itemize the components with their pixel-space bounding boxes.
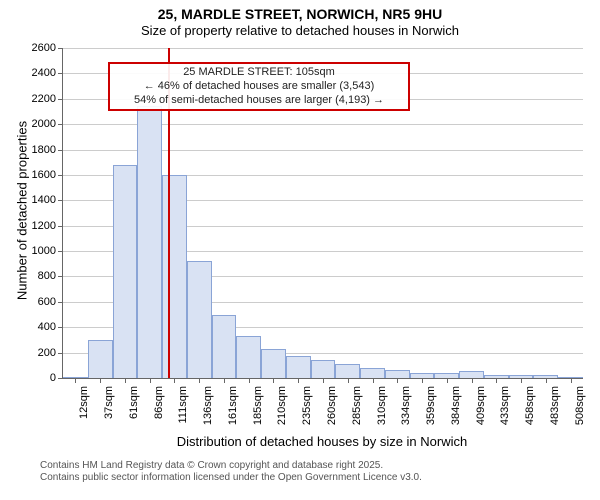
ytick-label: 800 bbox=[18, 270, 56, 282]
ytick-mark bbox=[58, 73, 63, 74]
xtick-label: 260sqm bbox=[326, 386, 338, 436]
xtick-mark bbox=[521, 378, 522, 383]
ytick-mark bbox=[58, 150, 63, 151]
ytick-mark bbox=[58, 353, 63, 354]
histogram-bar bbox=[286, 356, 311, 378]
xtick-mark bbox=[298, 378, 299, 383]
xtick-label: 235sqm bbox=[301, 386, 313, 436]
xtick-mark bbox=[100, 378, 101, 383]
y-axis-label: Number of detached properties bbox=[15, 101, 30, 321]
ytick-label: 1600 bbox=[18, 169, 56, 181]
ytick-mark bbox=[58, 327, 63, 328]
annotation-line: 54% of semi-detached houses are larger (… bbox=[114, 94, 404, 108]
ytick-mark bbox=[58, 276, 63, 277]
xtick-label: 310sqm bbox=[376, 386, 388, 436]
xtick-mark bbox=[546, 378, 547, 383]
xtick-label: 285sqm bbox=[351, 386, 363, 436]
histogram-bar bbox=[187, 261, 212, 378]
xtick-label: 433sqm bbox=[499, 386, 511, 436]
ytick-mark bbox=[58, 175, 63, 176]
footer-line: Contains HM Land Registry data © Crown c… bbox=[40, 460, 422, 472]
histogram-bar bbox=[385, 370, 410, 378]
xtick-mark bbox=[150, 378, 151, 383]
xtick-mark bbox=[273, 378, 274, 383]
xtick-mark bbox=[323, 378, 324, 383]
xtick-mark bbox=[75, 378, 76, 383]
histogram-bar bbox=[212, 315, 237, 378]
xtick-label: 86sqm bbox=[153, 386, 165, 436]
xtick-mark bbox=[348, 378, 349, 383]
histogram-bar bbox=[360, 368, 385, 378]
histogram-bar bbox=[311, 360, 336, 378]
histogram-bar bbox=[113, 165, 138, 378]
xtick-mark bbox=[125, 378, 126, 383]
xtick-label: 12sqm bbox=[78, 386, 90, 436]
xtick-mark bbox=[249, 378, 250, 383]
xtick-mark bbox=[199, 378, 200, 383]
xtick-label: 161sqm bbox=[227, 386, 239, 436]
ytick-label: 1400 bbox=[18, 194, 56, 206]
chart-subtitle: Size of property relative to detached ho… bbox=[0, 23, 600, 39]
ytick-label: 2200 bbox=[18, 93, 56, 105]
xtick-label: 409sqm bbox=[475, 386, 487, 436]
ytick-label: 2400 bbox=[18, 67, 56, 79]
xtick-mark bbox=[373, 378, 374, 383]
x-axis-label: Distribution of detached houses by size … bbox=[62, 434, 582, 449]
ytick-label: 2000 bbox=[18, 118, 56, 130]
ytick-label: 600 bbox=[18, 296, 56, 308]
ytick-label: 400 bbox=[18, 321, 56, 333]
histogram-bar bbox=[459, 371, 484, 378]
histogram-bar bbox=[88, 340, 113, 378]
xtick-label: 334sqm bbox=[400, 386, 412, 436]
ytick-mark bbox=[58, 200, 63, 201]
annotation-box: 25 MARDLE STREET: 105sqm← 46% of detache… bbox=[108, 62, 410, 111]
chart-title: 25, MARDLE STREET, NORWICH, NR5 9HU bbox=[0, 0, 600, 23]
ytick-mark bbox=[58, 48, 63, 49]
ytick-label: 2600 bbox=[18, 42, 56, 54]
xtick-label: 210sqm bbox=[276, 386, 288, 436]
xtick-mark bbox=[174, 378, 175, 383]
xtick-mark bbox=[422, 378, 423, 383]
xtick-mark bbox=[224, 378, 225, 383]
xtick-label: 37sqm bbox=[103, 386, 115, 436]
ytick-label: 1200 bbox=[18, 220, 56, 232]
chart-container: 25, MARDLE STREET, NORWICH, NR5 9HU Size… bbox=[0, 0, 600, 500]
xtick-label: 111sqm bbox=[177, 386, 189, 436]
ytick-label: 0 bbox=[18, 372, 56, 384]
xtick-label: 508sqm bbox=[574, 386, 586, 436]
ytick-mark bbox=[58, 251, 63, 252]
annotation-line: ← 46% of detached houses are smaller (3,… bbox=[114, 80, 404, 94]
ytick-mark bbox=[58, 226, 63, 227]
xtick-label: 384sqm bbox=[450, 386, 462, 436]
histogram-bar bbox=[261, 349, 286, 378]
xtick-label: 61sqm bbox=[128, 386, 140, 436]
histogram-bar bbox=[162, 175, 187, 378]
ytick-label: 1000 bbox=[18, 245, 56, 257]
xtick-mark bbox=[397, 378, 398, 383]
xtick-label: 136sqm bbox=[202, 386, 214, 436]
histogram-bar bbox=[335, 364, 360, 378]
gridline bbox=[63, 48, 583, 49]
ytick-mark bbox=[58, 99, 63, 100]
ytick-label: 1800 bbox=[18, 144, 56, 156]
annotation-line: 25 MARDLE STREET: 105sqm bbox=[114, 66, 404, 80]
xtick-mark bbox=[472, 378, 473, 383]
xtick-label: 185sqm bbox=[252, 386, 264, 436]
xtick-mark bbox=[496, 378, 497, 383]
ytick-mark bbox=[58, 378, 63, 379]
xtick-mark bbox=[447, 378, 448, 383]
histogram-bar bbox=[236, 336, 261, 378]
xtick-label: 458sqm bbox=[524, 386, 536, 436]
xtick-mark bbox=[571, 378, 572, 383]
footer-attribution: Contains HM Land Registry data © Crown c… bbox=[40, 460, 422, 484]
footer-line: Contains public sector information licen… bbox=[40, 472, 422, 484]
xtick-label: 359sqm bbox=[425, 386, 437, 436]
xtick-label: 483sqm bbox=[549, 386, 561, 436]
ytick-mark bbox=[58, 124, 63, 125]
ytick-label: 200 bbox=[18, 347, 56, 359]
ytick-mark bbox=[58, 302, 63, 303]
histogram-bar bbox=[137, 106, 162, 378]
